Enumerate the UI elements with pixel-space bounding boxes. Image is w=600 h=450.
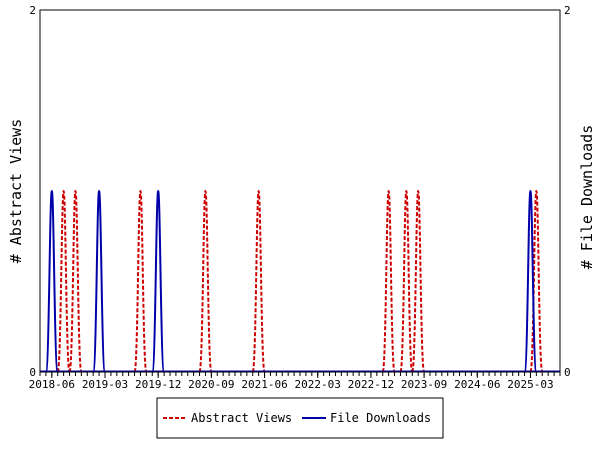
abstract-views-peak [381,189,396,373]
x-tick-label: 2021-06 [241,378,287,391]
legend-label-abstract-views: Abstract Views [191,411,292,425]
x-axis-ticks [39,372,561,376]
legend-label-file-downloads: File Downloads [330,411,431,425]
x-tick-label: 2019-12 [135,378,181,391]
x-tick-label: 2022-12 [348,378,394,391]
series-layer [40,189,560,373]
y-right-tick-label: 2 [564,4,571,17]
abstract-views-peak [529,189,544,373]
abstract-views-peak [56,189,71,373]
x-tick-label: 2024-06 [454,378,500,391]
x-tick-label: 2019-03 [82,378,128,391]
x-tick-label: 2023-09 [401,378,447,391]
file-downloads-peak [151,189,166,373]
file-downloads-peak [523,189,538,373]
x-tick-label: 2020-09 [188,378,234,391]
x-tick-label: 2018-06 [29,378,75,391]
file-downloads-peak [92,189,106,373]
abstract-views-peak [198,189,213,373]
abstract-views-peak [399,189,414,373]
abstract-views-peak [411,189,426,373]
y-left-tick-label: 2 [29,4,36,17]
plot-area-frame [39,9,561,373]
legend-box [156,397,444,439]
legend: Abstract Views File Downloads [156,397,444,439]
left-axis-title: # Abstract Views [7,119,25,264]
y-right-tick-label: 0 [564,366,571,379]
abstract-views-peak [251,189,266,373]
x-tick-label: 2025-03 [507,378,553,391]
file-downloads-peak [44,189,59,373]
right-axis-title: # File Downloads [578,125,596,270]
x-axis-tick-labels: 2018-06 2019-03 2019-12 2020-09 2021-06 2022-… [29,372,554,391]
x-tick-label: 2022-03 [295,378,341,391]
abstract-views-peak [133,189,148,373]
y-axis-tick-labels: 0 2 0 2 [29,4,570,379]
abstract-views-peak [68,189,83,373]
y-left-tick-label: 0 [29,366,36,379]
